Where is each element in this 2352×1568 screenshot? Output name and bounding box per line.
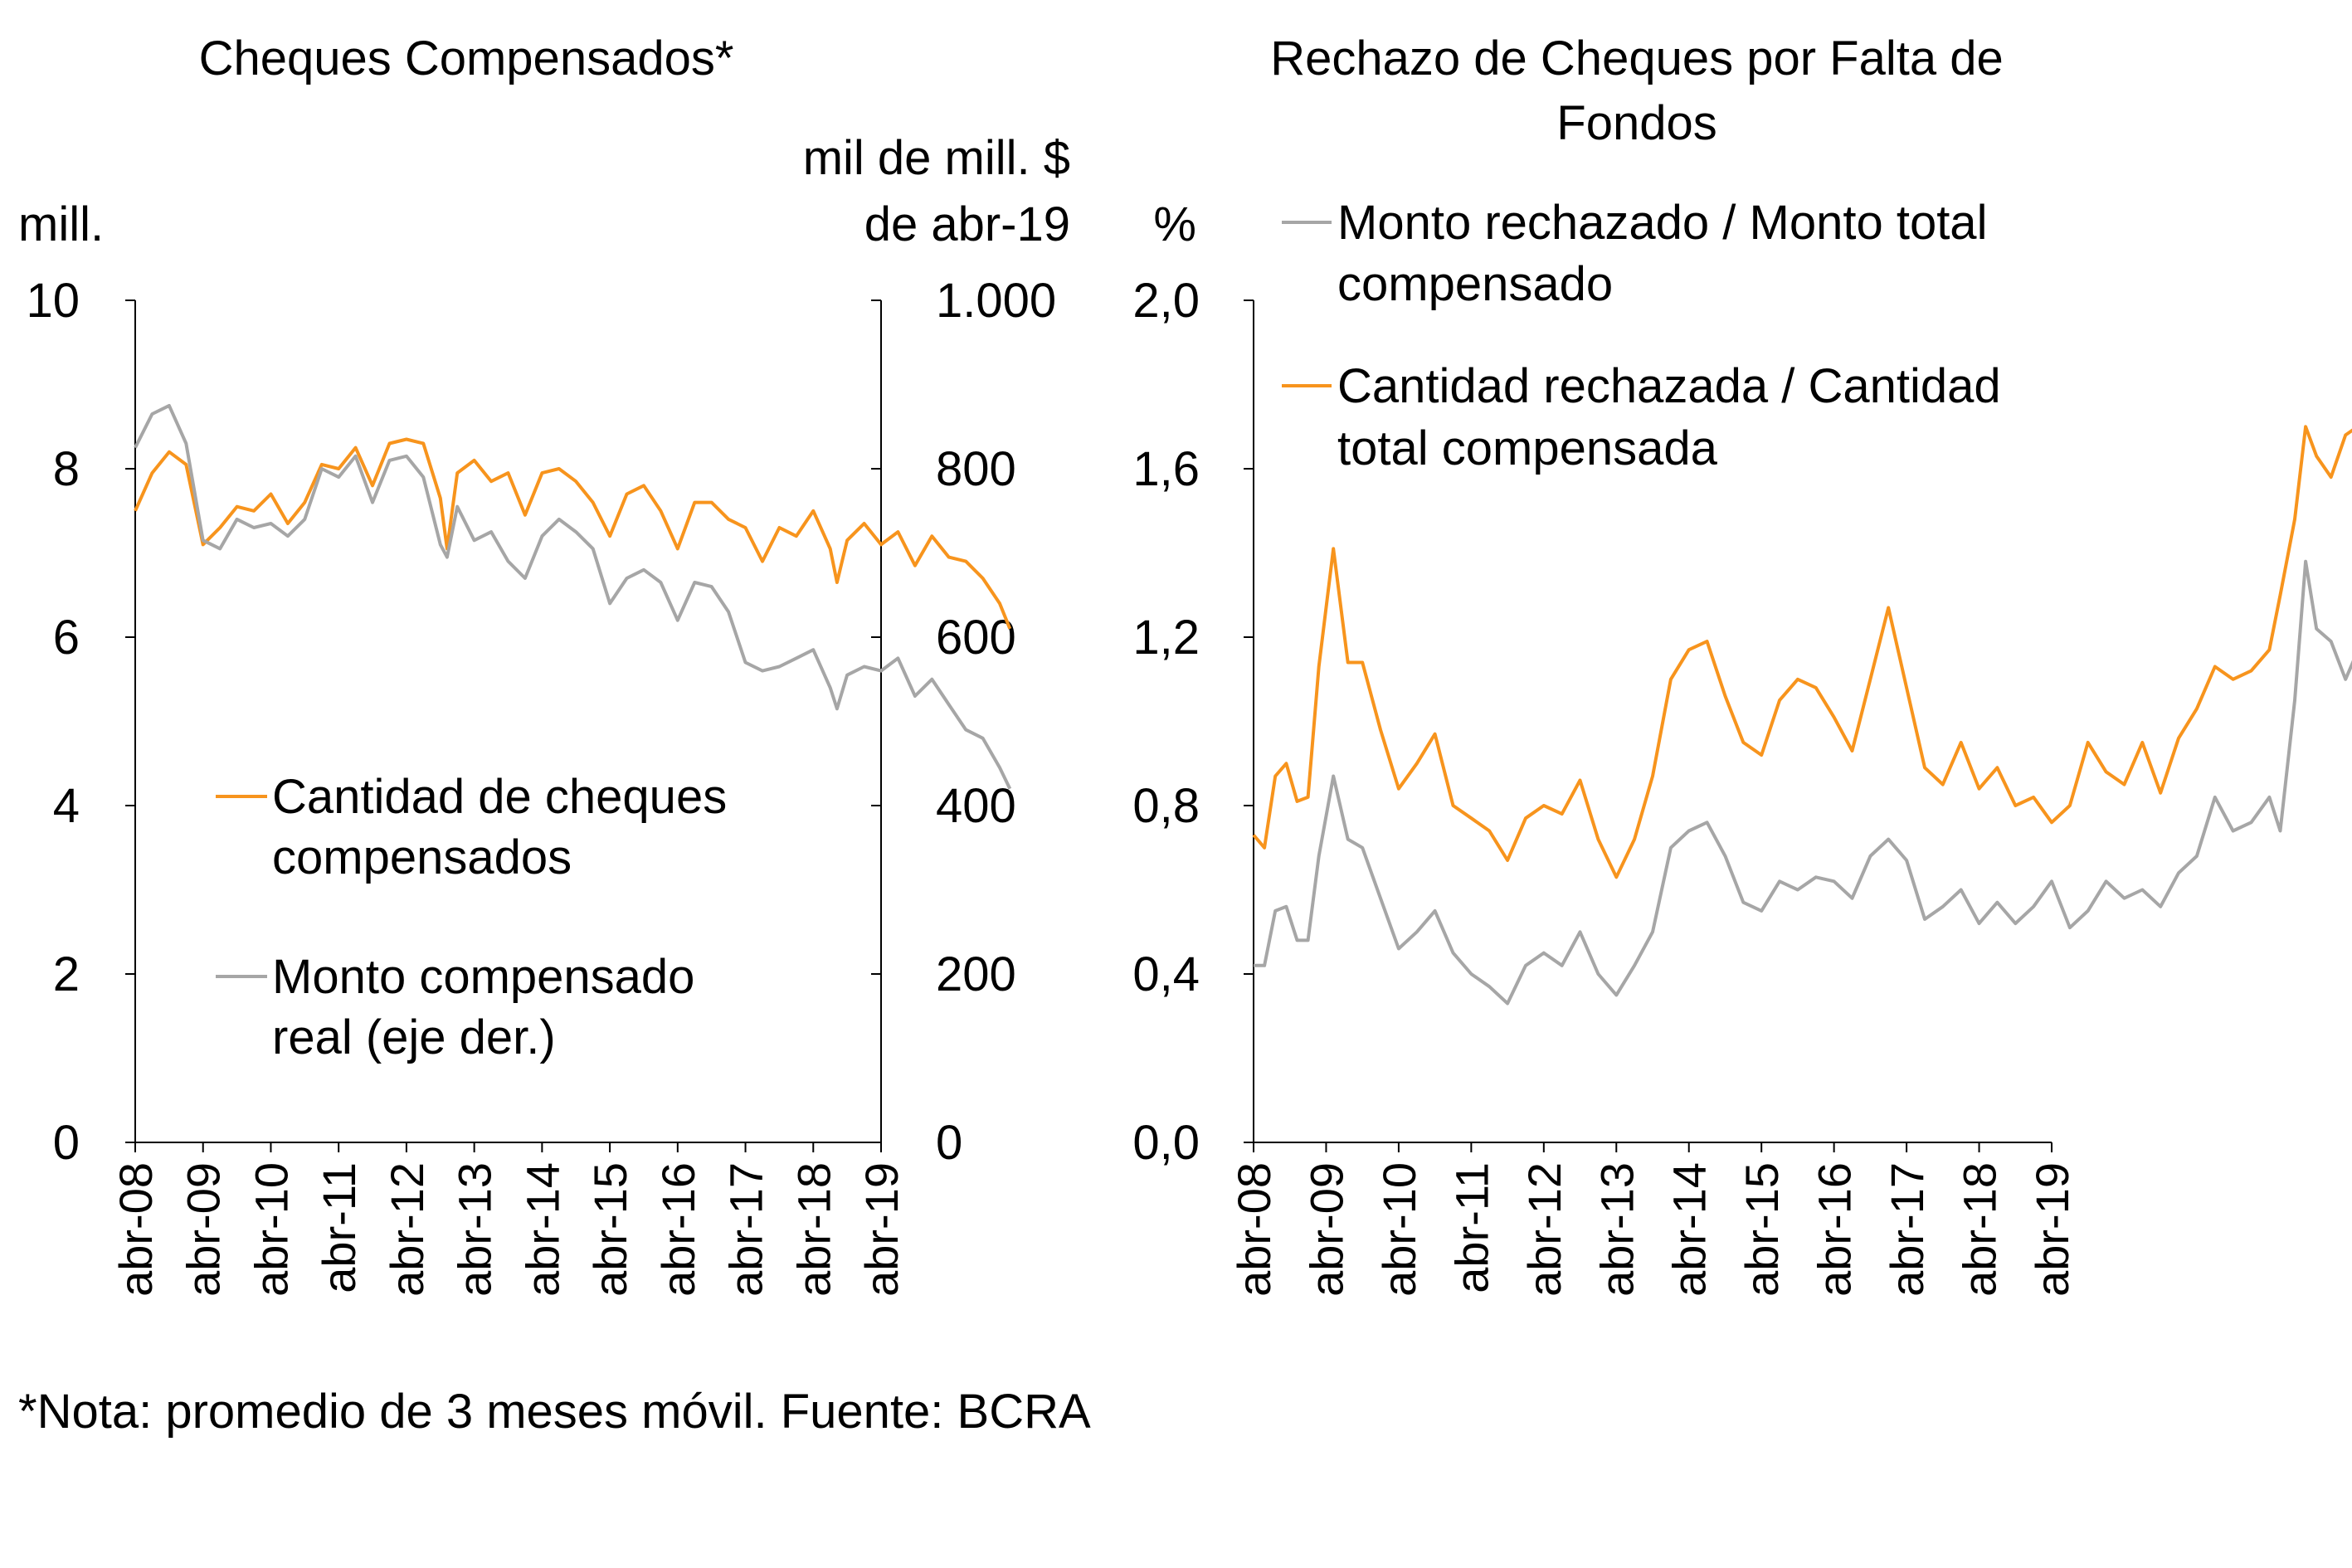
chart-1-xtick-label: abr-11: [313, 1162, 365, 1293]
footnote: *Nota: promedio de 3 meses móvil. Fuente…: [18, 1385, 1091, 1439]
chart-2-ylabel: %: [1153, 197, 1196, 251]
chart-1-ytick-label-right: 0: [936, 1116, 962, 1170]
chart-1-xtick-label: abr-10: [245, 1162, 297, 1297]
chart-2-title-line2: Fondos: [1556, 96, 1717, 150]
chart-1-ytick-label-left: 10: [26, 274, 80, 328]
chart-cheques-compensados: Cheques Compensados* mill. mil de mill. …: [18, 32, 1070, 1297]
chart-1-xtick-label: abr-17: [720, 1162, 772, 1297]
chart-2-ytick-label: 0,8: [1132, 779, 1200, 833]
chart-2-xtick-label: abr-11: [1445, 1162, 1497, 1293]
chart-1-xtick-label: abr-13: [449, 1162, 501, 1297]
chart-2-xtick-label: abr-13: [1590, 1162, 1643, 1297]
series-line-cantidad-cheques: [134, 437, 1012, 630]
chart-1-legend: Cantidad de cheques compensados Monto co…: [216, 770, 727, 1064]
chart-1-ytick-label-right: 1.000: [936, 274, 1056, 328]
chart-2-ytick-label: 1,2: [1132, 611, 1200, 665]
chart-2-ytick-label: 2,0: [1132, 274, 1200, 328]
chart-2-ytick-label: 1,6: [1132, 442, 1200, 496]
chart-1-title: Cheques Compensados*: [199, 32, 734, 85]
chart-rechazo-cheques: Rechazo de Cheques por Falta de Fondos %…: [1132, 32, 2352, 1297]
chart-1-ytick-label-right: 400: [936, 779, 1016, 833]
chart-2-xtick-label: abr-18: [1954, 1162, 2006, 1297]
chart-1-xtick-label: abr-09: [178, 1162, 230, 1297]
chart-1-ytick-label-left: 0: [53, 1116, 80, 1170]
chart-1-ytick-label-left: 6: [53, 611, 80, 665]
chart-1-ytick-label-right: 200: [936, 947, 1016, 1001]
chart-1-yticks-right: 0 200 400 600 800 1.000: [871, 274, 1056, 1170]
chart-1-xtick-label: abr-12: [381, 1162, 433, 1297]
chart-1-ylabel-left: mill.: [18, 197, 104, 251]
chart-2-xtick-label: abr-19: [2026, 1162, 2078, 1297]
chart-1-ylabel-right-line2: de abr-19: [864, 197, 1070, 251]
chart-2-xticks: abr-08 abr-09 abr-10 abr-11 abr-12 abr-13 abr-…: [1228, 1142, 2078, 1297]
chart-2-legend: Monto rechazado / Monto total compensado…: [1282, 196, 2001, 475]
chart-2-ytick-label: 0,0: [1132, 1116, 1200, 1170]
chart-2-xtick-label: abr-10: [1373, 1162, 1425, 1297]
legend-label-monto-compensado-1: Monto compensado: [272, 950, 694, 1004]
chart-1-xtick-label: abr-15: [584, 1162, 636, 1297]
chart-1-xticks: abr-08 abr-09 abr-10 abr-11 abr-12 abr-13 abr-…: [110, 1142, 908, 1297]
chart-1-ytick-label-right: 600: [936, 611, 1016, 665]
chart-2-xtick-label: abr-14: [1663, 1162, 1716, 1297]
chart-2-title-line1: Rechazo de Cheques por Falta de: [1270, 32, 2003, 85]
series-line-monto-compensado: [134, 403, 1012, 790]
legend-label-monto-compensado-2: real (eje der.): [272, 1010, 556, 1064]
chart-2-xtick-label: abr-08: [1228, 1162, 1280, 1297]
chart-1-yticks-left: 0 2 4 6 8 10: [26, 274, 135, 1170]
chart-1-xtick-label: abr-16: [652, 1162, 704, 1297]
chart-2-series: [1252, 425, 2352, 1006]
chart-2-xtick-label: abr-09: [1300, 1162, 1352, 1297]
chart-2-xtick-label: abr-15: [1736, 1162, 1788, 1297]
chart-1-ytick-label-right: 800: [936, 442, 1016, 496]
chart-2-yticks: 0,0 0,4 0,8 1,2 1,6 2,0: [1132, 274, 1254, 1170]
chart-2-xtick-label: abr-12: [1518, 1162, 1570, 1297]
chart-1-ytick-label-left: 8: [53, 442, 80, 496]
chart-1-xtick-label: abr-18: [787, 1162, 840, 1297]
series-line-monto-rechazado: [1254, 559, 2352, 1006]
legend-label-cantidad-cheques-2: compensados: [272, 830, 572, 884]
chart-1-ytick-label-left: 2: [53, 947, 80, 1001]
legend-label-cantidad-rechazada-2: total compensada: [1337, 421, 1718, 475]
chart-1-series: [134, 403, 1012, 790]
chart-2-ytick-label: 0,4: [1132, 947, 1200, 1001]
chart-1-xtick-label: abr-14: [516, 1162, 568, 1297]
legend-label-monto-rechazado-1: Monto rechazado / Monto total: [1337, 196, 1987, 250]
chart-2-xtick-label: abr-17: [1881, 1162, 1933, 1297]
legend-label-cantidad-rechazada-1: Cantidad rechazada / Cantidad: [1337, 359, 2001, 413]
series-line-cantidad-rechazada: [1252, 425, 2352, 879]
legend-label-monto-rechazado-2: compensado: [1337, 257, 1613, 311]
chart-1-xtick-label: abr-08: [110, 1162, 162, 1297]
chart-1-ytick-label-left: 4: [53, 779, 80, 833]
legend-label-cantidad-cheques-1: Cantidad de cheques: [272, 770, 727, 824]
chart-2-xtick-label: abr-16: [1809, 1162, 1861, 1297]
chart-1-xtick-label: abr-19: [855, 1162, 908, 1297]
chart-1-ylabel-right-line1: mil de mill. $: [803, 131, 1070, 185]
